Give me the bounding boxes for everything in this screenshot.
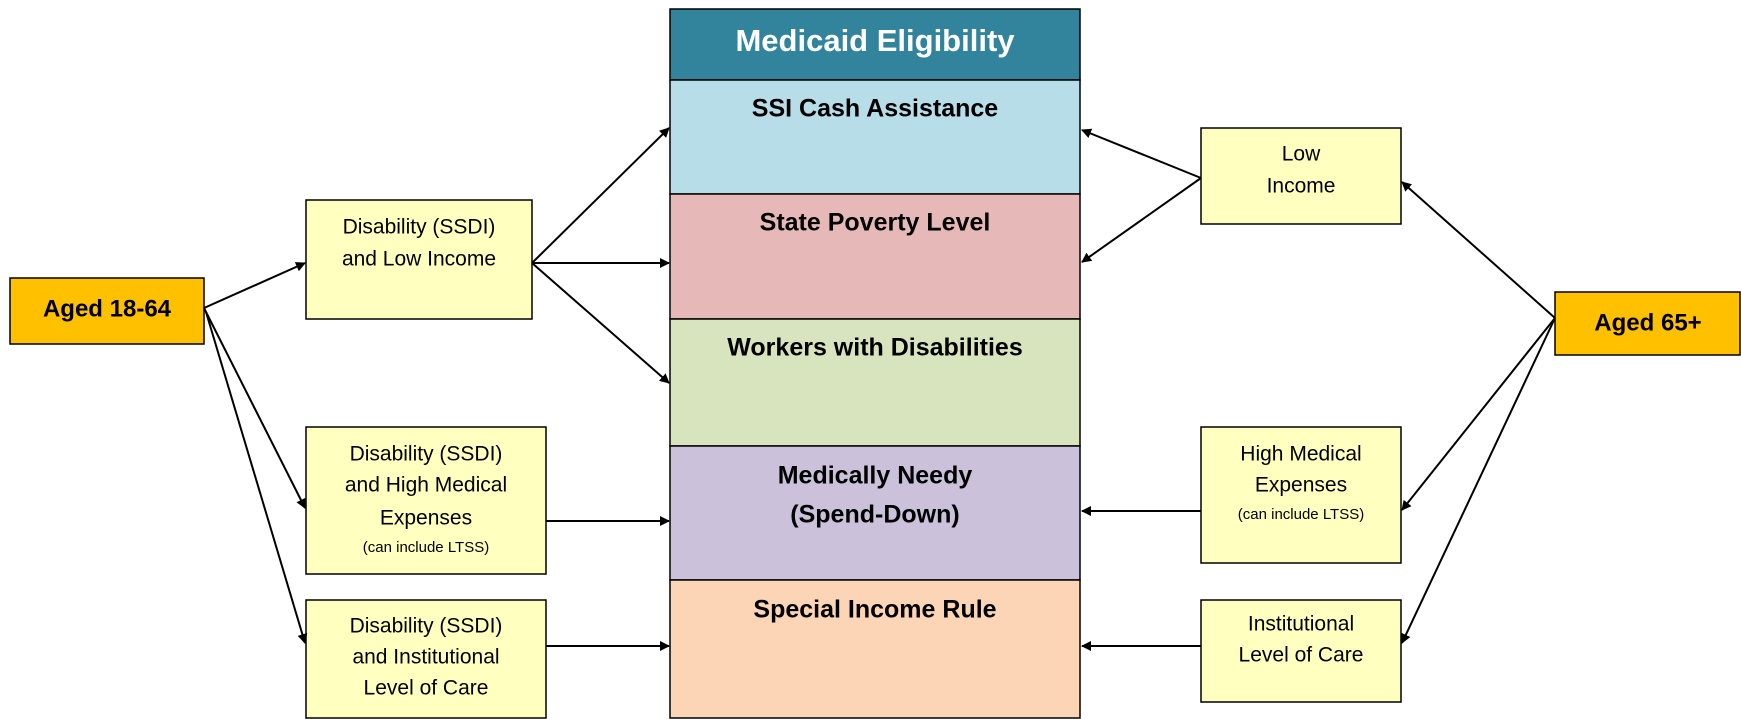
category-box — [669, 318, 1081, 447]
criteria-text: Level of Care — [1239, 644, 1364, 667]
criteria-text: Disability (SSDI) — [350, 443, 503, 466]
criteria-text: Level of Care — [364, 677, 489, 700]
category-label: Workers with Disabilities — [727, 334, 1022, 362]
criteria-box — [1200, 599, 1402, 703]
criteria-box — [305, 599, 547, 719]
category-box — [669, 193, 1081, 320]
category-label: (Spend-Down) — [790, 501, 959, 529]
criteria-text: and Institutional — [352, 646, 499, 669]
group-box — [1554, 291, 1741, 356]
criteria-box — [305, 426, 547, 575]
criteria-box — [1200, 127, 1402, 225]
criteria-note: (can include LTSS) — [1238, 506, 1364, 523]
group-label: Aged 65+ — [1594, 309, 1701, 336]
criteria-text: Low — [1282, 143, 1321, 166]
category-label: SSI Cash Assistance — [752, 95, 999, 123]
criteria-text: and High Medical — [345, 474, 507, 497]
header-box — [669, 8, 1081, 81]
criteria-box — [1200, 426, 1402, 564]
category-label: Special Income Rule — [753, 596, 996, 624]
group-box — [9, 277, 205, 345]
arrows — [203, 127, 1556, 651]
criteria-text: Expenses — [1255, 474, 1347, 497]
criteria-text: Disability (SSDI) — [343, 216, 496, 239]
criteria-text: Expenses — [380, 507, 472, 530]
group-label: Aged 18-64 — [43, 295, 172, 322]
category-box — [669, 79, 1081, 195]
criteria-text: and Low Income — [342, 248, 496, 271]
criteria-text: High Medical — [1240, 443, 1361, 466]
title: Medicaid Eligibility — [735, 23, 1015, 58]
category-label: Medically Needy — [778, 462, 973, 490]
category-label: State Poverty Level — [760, 209, 991, 237]
criteria-note: (can include LTSS) — [363, 539, 489, 556]
criteria-text: Institutional — [1248, 613, 1354, 636]
criteria-box — [305, 199, 533, 320]
criteria-text: Disability (SSDI) — [350, 615, 503, 638]
criteria-text: Income — [1267, 175, 1336, 198]
category-box — [669, 445, 1081, 581]
category-box — [669, 579, 1081, 719]
